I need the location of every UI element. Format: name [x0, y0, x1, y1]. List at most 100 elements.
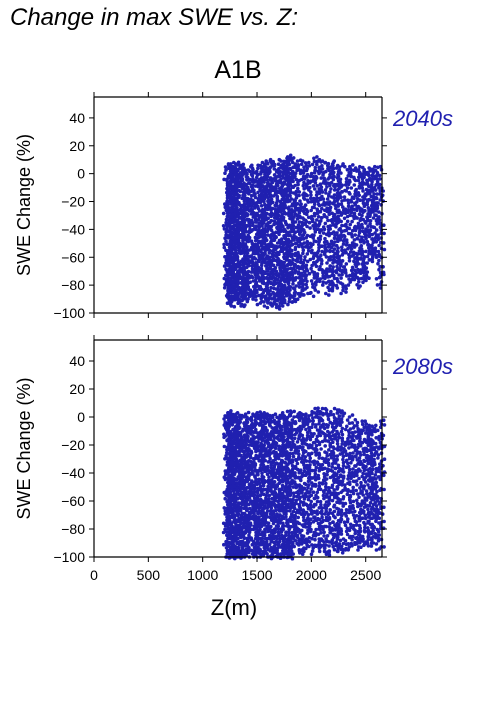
data-point — [251, 549, 255, 553]
data-point — [311, 242, 315, 246]
data-point — [289, 506, 293, 510]
data-points — [221, 406, 387, 561]
data-point — [268, 515, 272, 520]
data-point — [222, 245, 227, 250]
data-point — [292, 297, 297, 301]
data-point — [261, 184, 266, 189]
data-point — [268, 549, 273, 553]
data-point — [311, 294, 316, 299]
data-point — [328, 227, 333, 231]
data-point — [292, 506, 297, 511]
data-point — [285, 263, 290, 268]
data-point — [281, 243, 286, 247]
data-point — [278, 170, 283, 174]
data-point — [231, 484, 235, 489]
data-point — [241, 266, 246, 271]
data-point — [376, 237, 381, 242]
data-point — [244, 489, 248, 493]
data-point — [251, 198, 255, 203]
data-point — [302, 293, 306, 297]
data-point — [233, 532, 237, 536]
data-point — [252, 512, 256, 516]
data-point — [237, 493, 242, 497]
data-point — [248, 455, 253, 460]
data-point — [239, 505, 243, 510]
data-point — [362, 169, 366, 173]
data-point — [290, 248, 294, 253]
data-point — [232, 547, 237, 552]
data-point — [362, 264, 367, 268]
data-point — [258, 532, 262, 536]
data-point — [242, 535, 246, 539]
data-point — [225, 450, 229, 455]
data-point — [298, 199, 302, 203]
data-point — [349, 247, 354, 251]
data-point — [272, 466, 276, 471]
data-point — [250, 208, 255, 212]
data-point — [356, 178, 361, 183]
data-point — [313, 187, 317, 191]
data-point — [361, 250, 365, 254]
data-point — [248, 521, 253, 525]
data-point — [289, 491, 293, 495]
data-point — [230, 213, 234, 218]
data-point — [233, 165, 237, 169]
data-point — [236, 502, 241, 507]
data-point — [334, 206, 338, 211]
data-point — [325, 206, 329, 210]
data-point — [289, 430, 294, 435]
data-point — [232, 472, 237, 477]
data-point — [367, 188, 371, 193]
data-point — [242, 184, 246, 188]
data-point — [305, 224, 309, 229]
data-point — [264, 248, 269, 252]
data-point — [247, 517, 251, 522]
data-point — [241, 290, 245, 295]
data-point — [299, 291, 303, 296]
data-point — [312, 156, 316, 161]
data-point — [312, 252, 316, 256]
data-point — [275, 241, 280, 245]
data-point — [370, 189, 375, 193]
data-point — [259, 443, 263, 448]
data-point — [266, 441, 271, 446]
data-point — [253, 418, 257, 423]
data-point — [271, 200, 275, 205]
data-point — [320, 159, 325, 163]
data-point — [345, 186, 350, 190]
data-point — [355, 200, 359, 204]
data-point — [323, 188, 328, 192]
data-point — [342, 216, 347, 221]
data-point — [236, 463, 241, 467]
data-point — [339, 171, 343, 175]
data-point — [297, 244, 301, 249]
data-point — [240, 455, 244, 460]
data-point — [350, 241, 355, 245]
data-point — [277, 542, 281, 547]
data-point — [290, 236, 295, 241]
data-point — [261, 273, 265, 278]
data-point — [221, 211, 226, 216]
data-point — [320, 167, 325, 171]
data-point — [226, 202, 230, 207]
data-point — [290, 512, 294, 517]
y-tick-label: 40 — [69, 110, 85, 126]
data-point — [243, 412, 248, 417]
data-point — [275, 204, 280, 208]
data-point — [293, 262, 298, 267]
data-point — [261, 475, 266, 480]
data-point — [261, 212, 266, 216]
data-point — [247, 477, 251, 482]
data-point — [302, 270, 307, 275]
data-point — [235, 282, 240, 287]
data-point — [257, 222, 261, 227]
data-point — [298, 214, 302, 219]
data-point — [269, 478, 273, 483]
data-point — [238, 527, 243, 531]
data-point — [229, 435, 234, 439]
data-point — [230, 250, 234, 255]
data-point — [309, 196, 313, 200]
data-point — [293, 171, 297, 176]
data-point — [286, 480, 291, 485]
data-point — [235, 276, 240, 280]
